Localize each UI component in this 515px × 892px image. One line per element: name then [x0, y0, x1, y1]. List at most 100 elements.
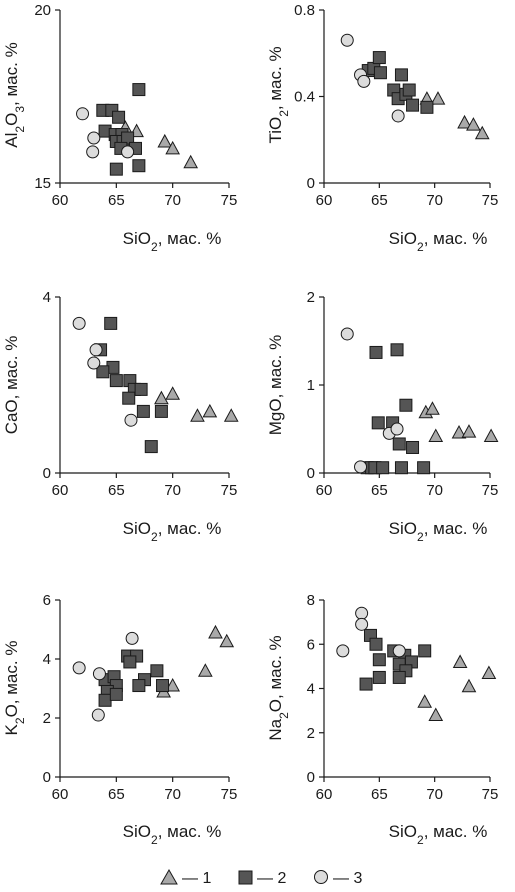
data-point-square [406, 98, 420, 112]
legend-label-3: — 3 [333, 870, 362, 887]
data-point-square [109, 162, 123, 176]
data-point-circle [87, 356, 101, 370]
data-point-circle [357, 74, 371, 88]
data-point-circle [124, 413, 138, 427]
y-axis-title: CaO, мас. % [2, 336, 21, 435]
x-tick-label: 70 [426, 482, 443, 499]
data-point-circle [76, 107, 90, 121]
legend-label-2: — 2 [257, 870, 286, 887]
y-tick-label: 4 [43, 651, 51, 668]
data-point-square [134, 382, 148, 396]
data-point-triangle [428, 428, 444, 443]
scatter-panel-3: 60 65 70 75 0 4 SiO2, мас. % CaO, мас. % [2, 289, 239, 544]
data-point-triangle [457, 114, 472, 129]
x-tick-label: 60 [316, 192, 333, 209]
data-point-square [373, 66, 387, 80]
data-point-square [359, 677, 373, 691]
y-tick-label: 15 [34, 175, 51, 192]
data-point-square [372, 51, 386, 65]
x-tick-label: 60 [52, 482, 69, 499]
data-point-square [144, 440, 158, 454]
scatter-panel-2: 60 65 70 75 0 0.4 0.8 SiO2, мас. % TiO2, мас. % [266, 2, 498, 254]
data-point-square [376, 461, 390, 475]
data-point-square [420, 100, 434, 114]
data-point-circle [340, 33, 354, 47]
legend-marker-circle [314, 870, 328, 884]
data-point-circle [92, 667, 106, 681]
data-point-circle [91, 708, 105, 722]
data-point-circle [391, 109, 405, 123]
legend-marker-triangle [160, 868, 178, 885]
data-point-triangle [154, 390, 169, 405]
data-point-triangle [202, 403, 218, 418]
y-tick-label: 0 [307, 769, 315, 786]
data-point-square [372, 670, 386, 684]
figure-legend: — 1 — 2 — 3 [160, 868, 362, 887]
data-point-circle [121, 145, 135, 159]
data-point-circle [89, 343, 103, 357]
y-tick-label: 2 [43, 710, 51, 727]
data-point-triangle [483, 428, 499, 443]
data-point-triangle [219, 633, 235, 648]
data-point-square [418, 644, 432, 658]
data-point-triangle [461, 424, 477, 438]
data-point-triangle [451, 424, 467, 439]
x-tick-label: 60 [52, 192, 69, 209]
legend-label-1: — 1 [182, 870, 211, 887]
x-axis-title: SiO2, мас. % [389, 519, 488, 544]
data-point-circle [72, 661, 86, 675]
data-point-square [132, 83, 146, 97]
data-point-triangle [165, 386, 181, 400]
x-tick-label: 65 [371, 786, 388, 803]
x-axis-title: SiO2, мас. % [389, 822, 488, 847]
y-tick-label: 0 [307, 175, 315, 192]
data-point-square [402, 83, 416, 97]
x-axis-title: SiO2, мас. % [123, 822, 222, 847]
data-point-circle [392, 644, 406, 658]
data-point-circle [86, 145, 100, 159]
data-point-circle [87, 131, 101, 145]
y-axis-title: MgO, мас. % [266, 335, 285, 436]
data-point-square [406, 440, 420, 454]
x-tick-label: 70 [164, 192, 181, 209]
data-point-triangle [466, 117, 481, 131]
scatter-panel-1: 60 65 70 75 15 20 SiO2, мас. % Al2O3, мас. % [2, 2, 237, 254]
data-point-square [104, 316, 118, 330]
data-point-triangle [157, 133, 173, 148]
x-tick-label: 70 [164, 482, 181, 499]
y-tick-label: 0.8 [294, 2, 315, 19]
x-tick-label: 60 [316, 786, 333, 803]
data-point-circle [355, 606, 369, 620]
y-tick-label: 20 [34, 2, 51, 19]
data-point-square [372, 653, 386, 667]
scatter-panel-4: 60 65 70 75 0 1 2 SiO2, мас. % MgO, мас. % [266, 289, 499, 544]
data-point-square [132, 159, 146, 173]
x-tick-label: 75 [221, 786, 238, 803]
data-point-triangle [208, 624, 223, 639]
data-point-square [392, 670, 406, 684]
data-point-square [369, 637, 383, 651]
y-axis-title: K2O, мас. % [2, 641, 27, 736]
data-point-square [109, 374, 123, 388]
y-tick-label: 2 [307, 289, 315, 306]
legend-item-3: — 3 [314, 870, 362, 887]
data-point-triangle [430, 91, 446, 105]
y-tick-label: 0.4 [294, 89, 315, 106]
data-point-square [132, 679, 146, 693]
y-tick-label: 0 [43, 769, 51, 786]
x-tick-label: 70 [426, 192, 443, 209]
y-tick-label: 6 [307, 636, 315, 653]
y-axis-title: Al2O3, мас. % [2, 42, 27, 147]
data-point-circle [355, 617, 369, 631]
data-point-triangle [183, 154, 199, 169]
x-tick-label: 70 [164, 786, 181, 803]
data-point-square [121, 131, 135, 145]
y-tick-label: 4 [307, 681, 315, 698]
x-tick-label: 65 [371, 192, 388, 209]
data-point-triangle [461, 678, 477, 693]
scatter-panel-6: 60 65 70 75 0 2 4 6 8 SiO2, мас. % Na2O, мас. % [266, 592, 498, 847]
y-tick-label: 1 [307, 377, 315, 394]
x-tick-label: 65 [108, 192, 125, 209]
